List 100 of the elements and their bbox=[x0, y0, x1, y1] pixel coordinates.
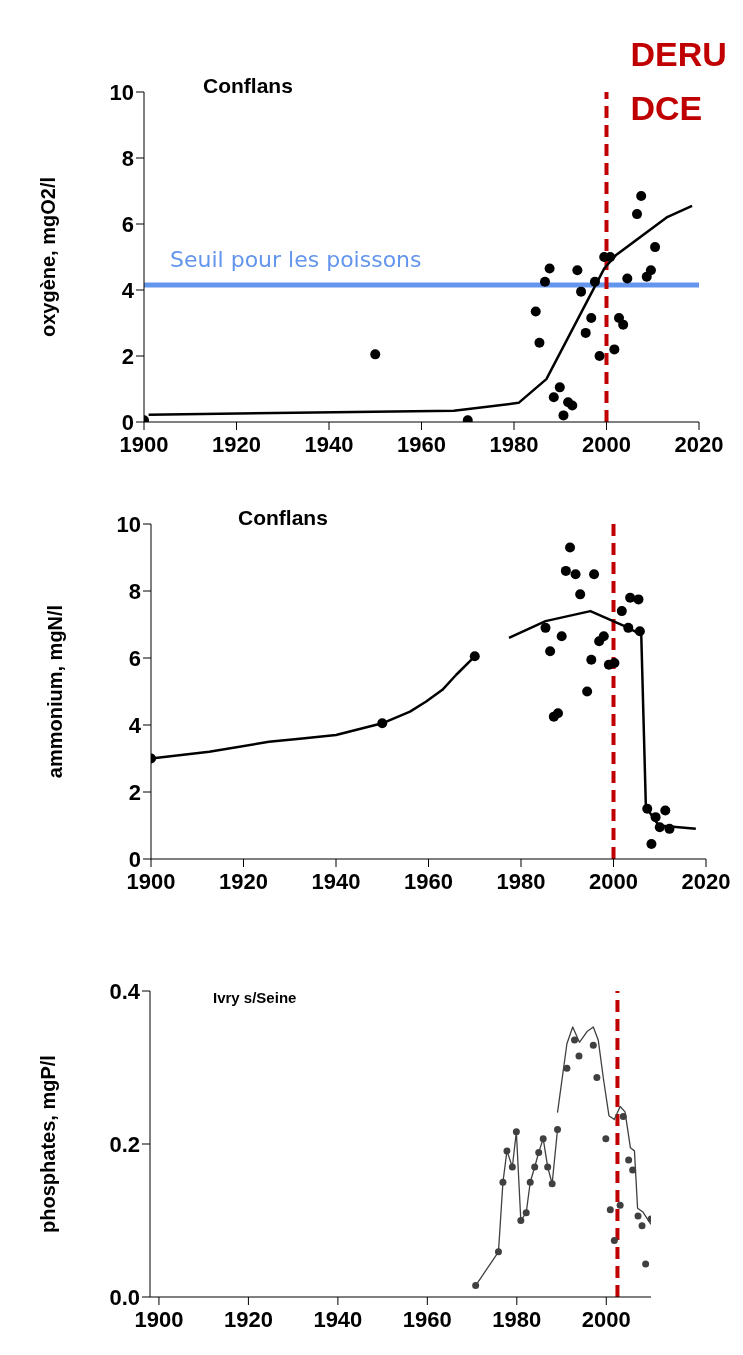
point bbox=[572, 265, 583, 276]
x-tick-label: 1980 bbox=[496, 868, 546, 894]
point bbox=[522, 1209, 530, 1217]
point bbox=[632, 209, 643, 220]
point bbox=[646, 838, 657, 849]
x-tick-label: 1960 bbox=[402, 1306, 452, 1332]
point bbox=[650, 812, 661, 823]
point bbox=[554, 382, 565, 393]
point bbox=[582, 686, 593, 697]
x-tick-label: 2000 bbox=[582, 431, 631, 457]
y-tick-label: 6 bbox=[128, 645, 141, 671]
point bbox=[634, 1212, 642, 1220]
x-tick-label: 1920 bbox=[223, 1306, 273, 1332]
point bbox=[512, 1128, 520, 1136]
point bbox=[633, 594, 644, 605]
y-tick-label: 2 bbox=[121, 343, 134, 369]
point bbox=[499, 1178, 507, 1186]
point bbox=[534, 337, 545, 348]
point bbox=[560, 565, 571, 576]
x-tick-label: 2000 bbox=[581, 1306, 631, 1332]
point bbox=[602, 1135, 610, 1143]
y-tick-label: 10 bbox=[116, 511, 141, 537]
point bbox=[565, 542, 576, 553]
point bbox=[650, 242, 661, 253]
ref-line-label: Seuil pour les poissons bbox=[170, 247, 422, 273]
x-tick-label: 1940 bbox=[311, 868, 361, 894]
y-tick-label: 4 bbox=[121, 277, 135, 303]
y-axis-title: phosphates, mgP/l bbox=[37, 1055, 60, 1233]
point bbox=[589, 569, 600, 580]
point bbox=[586, 313, 597, 324]
point bbox=[645, 265, 656, 276]
chart-title: Conflans bbox=[238, 506, 328, 530]
point bbox=[531, 1163, 539, 1171]
point bbox=[575, 1052, 583, 1060]
y-tick-label: 0.4 bbox=[109, 978, 141, 1004]
point bbox=[618, 319, 629, 330]
x-tick-label: 1960 bbox=[404, 868, 453, 894]
point bbox=[544, 263, 555, 274]
chart-title: Ivry s/Seine bbox=[213, 989, 297, 1006]
point bbox=[641, 271, 652, 282]
x-tick-label: 1920 bbox=[212, 431, 261, 457]
point bbox=[539, 276, 550, 287]
point bbox=[623, 622, 634, 633]
y-tick-label: 8 bbox=[121, 145, 134, 171]
point bbox=[469, 651, 480, 662]
line-series bbox=[556, 1026, 651, 1225]
point bbox=[370, 349, 381, 360]
point bbox=[554, 1125, 562, 1133]
point bbox=[654, 822, 665, 833]
point bbox=[642, 1260, 650, 1268]
point bbox=[580, 327, 591, 338]
x-tick-label: 1940 bbox=[304, 431, 354, 457]
y-tick-label: 6 bbox=[121, 211, 134, 237]
point bbox=[556, 631, 567, 642]
point bbox=[609, 658, 620, 669]
point bbox=[575, 589, 586, 600]
x-tick-label: 1960 bbox=[397, 431, 446, 457]
point bbox=[548, 1180, 556, 1188]
point bbox=[548, 392, 559, 403]
y-tick-label: 0.2 bbox=[109, 1131, 140, 1157]
x-tick-label: 2020 bbox=[681, 868, 731, 894]
line-series bbox=[507, 609, 698, 831]
x-tick-label: 1920 bbox=[219, 868, 268, 894]
point bbox=[598, 631, 609, 642]
y-tick-label: 10 bbox=[109, 79, 134, 105]
point bbox=[589, 1041, 597, 1049]
point bbox=[606, 1206, 614, 1214]
point bbox=[526, 1178, 534, 1186]
point bbox=[567, 400, 578, 411]
point bbox=[472, 1282, 480, 1290]
point bbox=[625, 1156, 633, 1164]
point bbox=[622, 273, 633, 284]
point bbox=[553, 708, 563, 719]
y-axis-title: ammonium, mgN/l bbox=[44, 604, 67, 779]
point bbox=[636, 190, 647, 201]
point bbox=[642, 803, 653, 814]
point bbox=[570, 569, 581, 580]
point bbox=[594, 351, 605, 361]
point bbox=[634, 626, 645, 637]
point bbox=[535, 1148, 543, 1156]
point bbox=[593, 1073, 601, 1081]
point bbox=[638, 1222, 646, 1230]
point bbox=[589, 276, 600, 287]
point bbox=[610, 1236, 618, 1244]
point bbox=[586, 654, 597, 665]
y-tick-label: 4 bbox=[128, 712, 142, 738]
point bbox=[609, 344, 620, 355]
y-tick-label: 2 bbox=[128, 779, 141, 805]
point bbox=[377, 718, 388, 729]
point bbox=[625, 592, 636, 603]
x-tick-label: 2020 bbox=[674, 431, 724, 457]
chart-title: Conflans bbox=[203, 74, 293, 98]
point bbox=[576, 286, 587, 297]
y-axis-title: oxygène, mgO2/l bbox=[37, 176, 60, 338]
point bbox=[544, 1163, 552, 1171]
point bbox=[530, 306, 541, 317]
point bbox=[563, 1064, 571, 1072]
point bbox=[629, 1166, 637, 1174]
ref-line-label: DERU DCE bbox=[630, 35, 727, 127]
point bbox=[517, 1217, 525, 1224]
